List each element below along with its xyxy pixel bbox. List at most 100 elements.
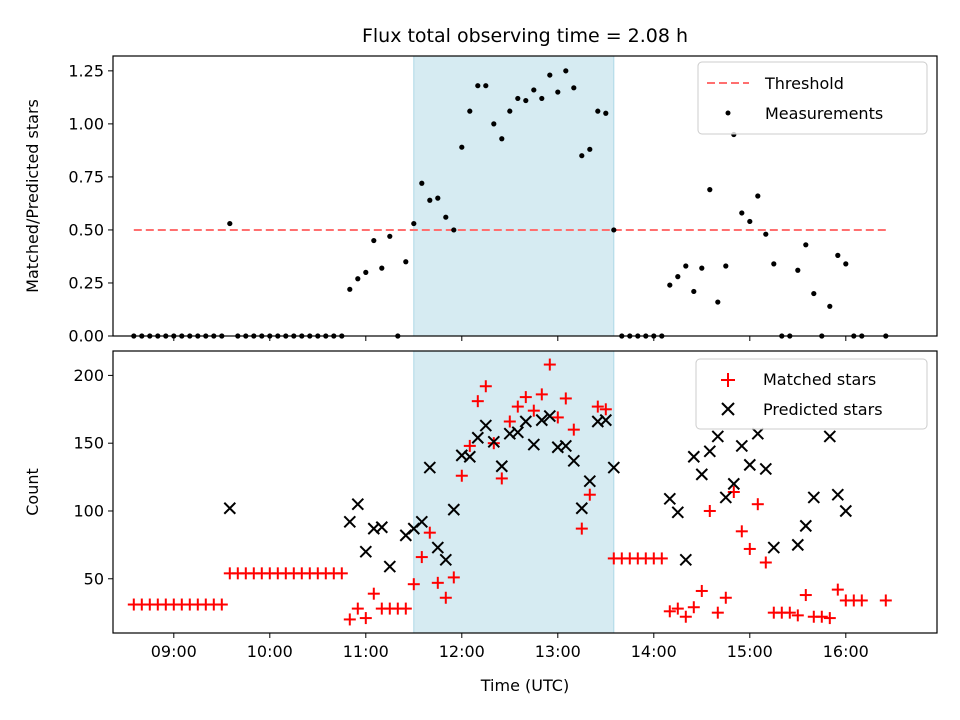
matched-point (583, 488, 596, 501)
x-tick: 11:00 (343, 633, 389, 661)
measurement-point (483, 83, 489, 89)
measurement-point (763, 231, 769, 237)
legend-predicted-swatch (721, 402, 735, 416)
matched-stars-points (127, 358, 892, 626)
plot-frame (112, 350, 938, 634)
measurement-point (459, 144, 465, 150)
measurement-point (507, 108, 513, 114)
matched-point (711, 606, 724, 619)
matched-point (855, 594, 868, 607)
predicted-point (791, 538, 805, 552)
highlight-span (413, 350, 615, 634)
measurement-point (595, 108, 601, 114)
y-tick: 0.50 (68, 220, 113, 239)
matched-point (455, 469, 468, 482)
y-tick: 100 (73, 501, 113, 520)
matched-point (831, 583, 844, 596)
measurement-point (539, 95, 545, 102)
legend: Threshold Measurements (697, 61, 928, 135)
matched-point (799, 589, 812, 602)
x-tick-label: 15:00 (727, 642, 773, 661)
matched-point (511, 400, 524, 413)
y-tick-label: 0.75 (68, 167, 104, 186)
matched-point (415, 551, 428, 564)
y-tick: 0.75 (68, 167, 113, 186)
predicted-point (351, 497, 365, 511)
matched-point (735, 525, 748, 538)
measurement-point (611, 227, 617, 233)
predicted-point (559, 439, 573, 453)
y-tick-label: 0.00 (68, 327, 104, 346)
plot-frame (112, 55, 938, 337)
measurement-point (803, 242, 809, 248)
legend-threshold-label: Threshold (764, 74, 844, 93)
predicted-point (463, 450, 477, 463)
y-tick-label: 0.50 (68, 220, 104, 239)
matched-point (335, 567, 348, 580)
matched-point (703, 504, 716, 517)
predicted-point (479, 419, 493, 432)
matched-point (351, 602, 364, 615)
predicted-point (599, 413, 613, 427)
measurement-point (227, 220, 233, 227)
measurement-point (403, 259, 409, 265)
y-tick-label: 150 (73, 434, 104, 453)
matched-point (791, 609, 804, 622)
measurement-point (387, 233, 393, 239)
measurement-point (379, 265, 385, 271)
matched-point (751, 498, 764, 511)
matched-point (671, 602, 684, 615)
matched-point (727, 486, 740, 498)
predicted-point (487, 435, 501, 449)
predicted-point (535, 413, 549, 427)
predicted-point (735, 439, 749, 453)
predicted-point (471, 431, 485, 444)
measurement-point (811, 290, 817, 297)
legend-box (695, 358, 928, 430)
matched-point (519, 391, 532, 404)
matched-point (359, 612, 372, 625)
legend-box (697, 61, 928, 135)
predicted-point (439, 553, 453, 566)
matched-point (551, 411, 564, 424)
matched-point (471, 395, 484, 408)
matched-point (423, 526, 436, 539)
predicted-point (679, 553, 693, 566)
measurement-point (587, 146, 593, 152)
matched-point (575, 522, 588, 535)
legend-measurements-swatch (725, 110, 731, 116)
matched-point (567, 423, 580, 436)
legend-matched-swatch (721, 373, 735, 387)
predicted-point (711, 430, 725, 443)
y-tick: 1.25 (68, 61, 113, 80)
x-tick: 15:00 (727, 633, 773, 661)
predicted-point (223, 502, 237, 515)
matched-point (663, 605, 676, 618)
y-tick-label: 1.25 (68, 61, 104, 80)
measurement-point (771, 261, 777, 267)
matched-point (503, 415, 516, 428)
highlight-span (413, 55, 615, 337)
matched-point (431, 576, 444, 589)
measurement-point (795, 267, 801, 273)
matched-point (599, 403, 612, 416)
measurement-point (563, 68, 569, 74)
measurement-point (739, 210, 745, 216)
matched-point (439, 591, 452, 604)
x-tick: 13:00 (535, 633, 581, 661)
matched-point (215, 598, 228, 611)
matched-point (535, 388, 548, 401)
x-tick: 16:00 (823, 633, 869, 661)
x-tick-label: 10:00 (247, 642, 293, 661)
matched-point (463, 439, 476, 452)
predicted-point (759, 462, 773, 476)
x-tick-label: 13:00 (535, 642, 581, 661)
y-tick: 1.00 (68, 114, 113, 133)
measurement-point (667, 282, 673, 288)
measurement-point (475, 83, 481, 89)
y-tick: 150 (73, 434, 113, 453)
predicted-point (807, 491, 821, 504)
predicted-point (447, 503, 461, 516)
measurement-point (427, 197, 433, 203)
predicted-point (831, 488, 845, 501)
